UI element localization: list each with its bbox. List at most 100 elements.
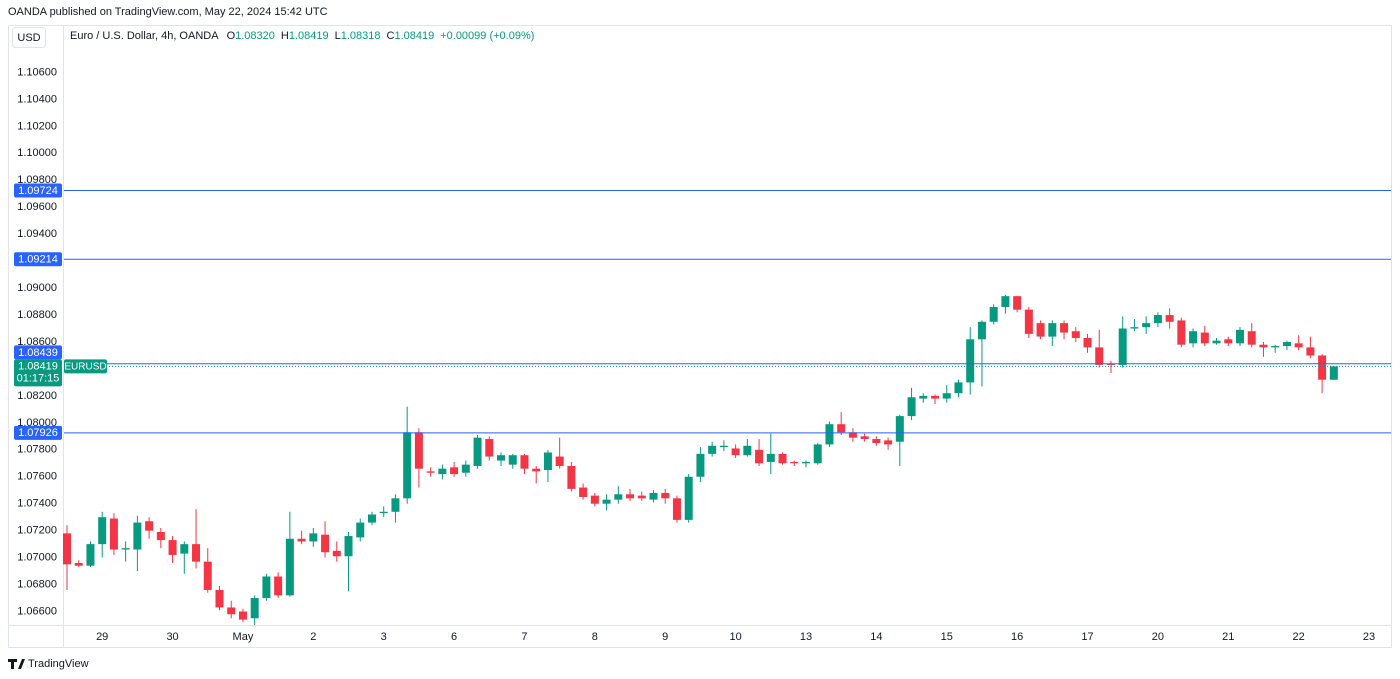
candle-body: [250, 598, 259, 619]
candle-body: [438, 468, 447, 475]
candle-body: [719, 445, 728, 448]
y-tick-label: 1.08200: [17, 390, 57, 402]
candle-body: [238, 611, 247, 620]
header: OANDA published on TradingView.com, May …: [8, 6, 328, 18]
x-tick-label: 23: [1363, 631, 1375, 643]
candle-body: [1224, 339, 1233, 344]
candle-body: [403, 432, 412, 499]
y-tick-label: 1.07000: [17, 552, 57, 564]
y-tick-label: 1.06800: [17, 578, 57, 590]
candle-body: [367, 514, 376, 523]
candle-body: [497, 455, 506, 461]
candle-body: [145, 521, 154, 531]
candle-body: [708, 445, 717, 454]
x-tick-label: 7: [521, 631, 527, 643]
currency-button[interactable]: [12, 27, 46, 48]
y-tick-label: 1.08800: [17, 309, 57, 321]
x-tick-label: 22: [1293, 631, 1305, 643]
candle-body: [837, 424, 846, 433]
candle-body: [637, 495, 646, 499]
candle-body: [227, 607, 236, 615]
y-tick-label: 1.09400: [17, 228, 57, 240]
candle-body: [614, 494, 623, 500]
price-label: 1.07926: [18, 427, 58, 439]
candle-body: [297, 538, 306, 542]
candle-body: [1013, 296, 1022, 310]
candle-body: [156, 532, 165, 541]
c-letter: C: [387, 30, 395, 42]
candle-body: [1142, 323, 1151, 328]
candle-body: [63, 533, 71, 565]
x-tick-label: 10: [729, 631, 741, 643]
x-tick-label: 29: [96, 631, 108, 643]
candle-body: [332, 550, 341, 557]
x-tick-label: 2: [310, 631, 316, 643]
candle-body: [133, 522, 142, 550]
y-tick-label: 1.10000: [17, 147, 57, 159]
currency[interactable]: USD: [17, 32, 40, 44]
candle-body: [755, 449, 764, 464]
price-label-box: [14, 425, 62, 440]
candle-body: [86, 544, 95, 566]
y-tick-label: 1.09800: [17, 174, 57, 186]
candle-body: [485, 439, 494, 457]
candle-body: [1271, 346, 1280, 348]
candle-body: [309, 533, 318, 542]
candle-body: [872, 439, 881, 444]
y-tick-label: 1.06600: [17, 605, 57, 617]
candle-body: [543, 452, 552, 471]
x-tick-label: 15: [941, 631, 953, 643]
candle-body: [1165, 315, 1174, 322]
candle-body: [555, 456, 564, 466]
candle-body: [567, 465, 576, 489]
o-letter: O: [227, 30, 236, 42]
brand-logo: [8, 659, 25, 669]
candle-body: [696, 453, 705, 477]
candle-body: [426, 471, 435, 473]
x-tick-label: 17: [1081, 631, 1093, 643]
candle-body: [801, 461, 810, 464]
candle-body: [1212, 340, 1221, 344]
candle-body: [825, 424, 834, 445]
candle-body: [203, 561, 212, 590]
y-tick-label: 1.07400: [17, 498, 57, 510]
y-tick-label: 1.10200: [17, 120, 57, 132]
candle-body: [532, 468, 541, 472]
candle-body: [626, 494, 635, 499]
candle-body: [215, 589, 224, 608]
candle-body: [344, 536, 353, 557]
candle-body: [109, 518, 118, 550]
candle-body: [602, 499, 611, 504]
last-price-box: [14, 359, 62, 387]
candle-body: [1106, 363, 1115, 365]
x-tick-label: 14: [870, 631, 882, 643]
candle-body: [966, 339, 975, 383]
candle-body: [942, 393, 951, 399]
y-tick-label: 1.07600: [17, 471, 57, 483]
x-tick-label: 20: [1152, 631, 1164, 643]
candle-body: [1282, 341, 1291, 347]
candle-body: [813, 444, 822, 464]
candle-body: [1130, 327, 1139, 329]
price-label-box: [14, 183, 62, 198]
candle-body: [731, 448, 740, 456]
candle-body: [1329, 366, 1338, 380]
last-price-label: 1.08419: [18, 360, 58, 372]
change: +0.00099 (+0.09%): [440, 30, 534, 42]
candle-body: [192, 544, 201, 562]
candle-body: [1024, 309, 1033, 334]
candle-body: [1036, 323, 1045, 337]
candle-body: [450, 467, 459, 475]
candle-body: [649, 492, 658, 500]
candle-body: [895, 416, 904, 442]
price-label: 1.09214: [18, 254, 58, 266]
candle-body: [1177, 320, 1186, 345]
candle-body: [1060, 323, 1069, 333]
candle-body: [977, 321, 986, 340]
candle-body: [321, 534, 330, 553]
candle-body: [98, 517, 107, 545]
candle-body: [954, 382, 963, 394]
x-tick-label: 9: [662, 631, 668, 643]
